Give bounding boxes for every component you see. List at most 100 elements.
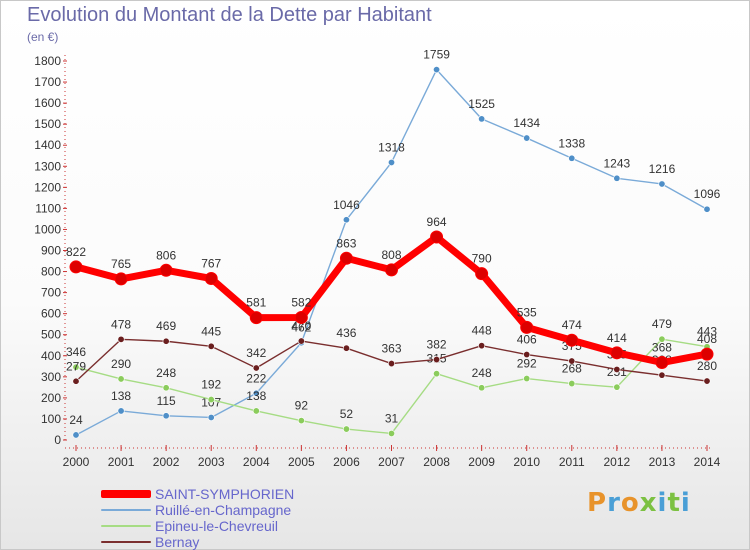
data-point <box>478 342 486 350</box>
data-point <box>297 417 305 425</box>
legend-swatch <box>101 490 151 498</box>
data-label: 478 <box>111 317 131 331</box>
data-point <box>117 375 125 383</box>
data-point <box>72 377 80 385</box>
data-point <box>523 134 531 142</box>
x-tick-label: 2011 <box>559 455 585 469</box>
y-tick-label: 1500 <box>34 117 61 131</box>
y-tick-label: 1600 <box>34 96 61 110</box>
data-label: 1759 <box>423 48 450 62</box>
y-tick-label: 1800 <box>34 54 61 68</box>
data-point <box>433 66 441 74</box>
data-point <box>433 356 441 364</box>
x-tick-label: 2007 <box>378 455 405 469</box>
y-tick-label: 500 <box>41 328 61 342</box>
data-point <box>387 429 395 437</box>
data-label: 414 <box>607 331 627 345</box>
data-point <box>523 351 531 359</box>
data-label: 469 <box>156 319 176 333</box>
data-label: 1525 <box>468 97 495 111</box>
data-point <box>387 360 395 368</box>
y-tick-label: 300 <box>41 370 61 384</box>
data-label: 342 <box>246 346 266 360</box>
y-tick-label: 900 <box>41 244 61 258</box>
x-tick-label: 2008 <box>423 455 450 469</box>
data-point <box>658 371 666 379</box>
data-label: 52 <box>340 407 354 421</box>
chart-title: Evolution du Montant de la Dette par Hab… <box>27 4 432 26</box>
data-label: 268 <box>562 362 582 376</box>
logo-letter: o <box>620 488 640 518</box>
data-label: 292 <box>517 357 537 371</box>
data-point <box>249 311 263 325</box>
data-label: 408 <box>697 332 717 346</box>
data-point <box>159 263 173 277</box>
data-point <box>207 396 215 404</box>
legend-item: Ruillé-en-Champagne <box>101 502 294 518</box>
data-point <box>703 205 711 213</box>
y-tick-label: 100 <box>41 412 61 426</box>
data-label: 138 <box>246 389 266 403</box>
y-tick-label: 200 <box>41 391 61 405</box>
data-label: 474 <box>562 318 582 332</box>
y-tick-label: 1000 <box>34 222 61 236</box>
x-tick-label: 2009 <box>468 455 495 469</box>
data-point <box>613 174 621 182</box>
data-label: 790 <box>472 252 492 266</box>
x-tick-label: 2013 <box>649 455 676 469</box>
data-label: 346 <box>66 345 86 359</box>
data-label: 138 <box>111 389 131 403</box>
data-point <box>162 412 170 420</box>
logo-letter: r <box>607 488 621 518</box>
data-point <box>72 363 80 371</box>
data-label: 92 <box>295 399 309 413</box>
legend-swatch <box>101 525 151 527</box>
data-point <box>252 407 260 415</box>
data-label: 363 <box>381 342 401 356</box>
data-label: 248 <box>472 366 492 380</box>
data-point <box>252 364 260 372</box>
y-tick-label: 1700 <box>34 75 61 89</box>
data-point <box>342 425 350 433</box>
data-label: 290 <box>111 357 131 371</box>
legend: SAINT-SYMPHORIEN Ruillé-en-Champagne Epine… <box>101 486 294 550</box>
data-label: 1318 <box>378 140 405 154</box>
data-label: 1046 <box>333 198 360 212</box>
data-point <box>69 260 83 274</box>
x-tick-label: 2003 <box>198 455 225 469</box>
data-label: 436 <box>336 326 356 340</box>
data-point <box>478 384 486 392</box>
data-point <box>658 180 666 188</box>
data-label: 406 <box>517 333 537 347</box>
data-point <box>162 384 170 392</box>
data-point <box>568 357 576 365</box>
data-label: 582 <box>291 295 311 309</box>
y-tick-label: 1400 <box>34 138 61 152</box>
data-label: 443 <box>697 325 717 339</box>
logo-letter: i <box>657 488 668 518</box>
data-point <box>700 347 714 361</box>
data-point <box>252 389 260 397</box>
data-label: 581 <box>246 296 266 310</box>
data-label: 535 <box>517 305 537 319</box>
data-point <box>613 383 621 391</box>
logo-letter: t <box>667 488 681 518</box>
data-point <box>207 342 215 350</box>
legend-label: Epineu-le-Chevreuil <box>155 518 278 534</box>
data-point <box>72 431 80 439</box>
data-label: 382 <box>427 338 447 352</box>
data-label: 765 <box>111 257 131 271</box>
data-point <box>117 407 125 415</box>
legend-label: SAINT-SYMPHORIEN <box>155 486 295 502</box>
data-label: 767 <box>201 257 221 271</box>
data-point <box>520 320 534 334</box>
x-tick-label: 2012 <box>604 455 631 469</box>
data-label: 192 <box>201 378 221 392</box>
data-point <box>294 310 308 324</box>
data-point <box>478 115 486 123</box>
logo-letter: P <box>587 488 608 518</box>
legend-item: Epineu-le-Chevreuil <box>101 518 294 534</box>
data-point <box>568 380 576 388</box>
data-label: 462 <box>291 321 311 335</box>
